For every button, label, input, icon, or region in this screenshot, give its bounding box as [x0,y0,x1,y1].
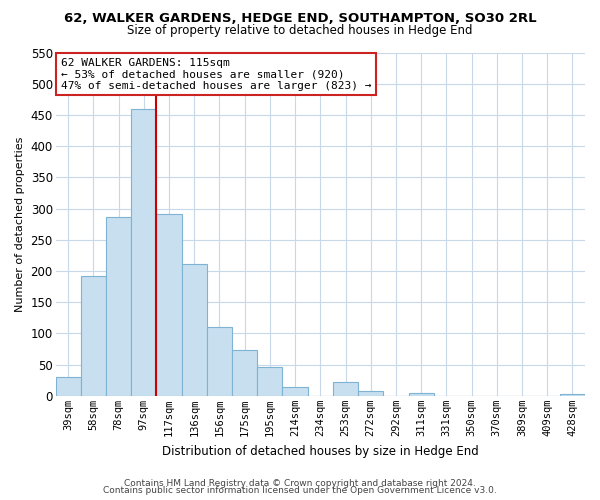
Bar [333,382,358,396]
Bar [81,276,106,396]
Bar [157,214,182,396]
Text: Size of property relative to detached houses in Hedge End: Size of property relative to detached ho… [127,24,473,37]
Bar [257,367,283,396]
Bar [560,394,585,396]
Bar [232,350,257,396]
Text: 62, WALKER GARDENS, HEDGE END, SOUTHAMPTON, SO30 2RL: 62, WALKER GARDENS, HEDGE END, SOUTHAMPT… [64,12,536,26]
Bar [283,387,308,396]
Bar [56,377,81,396]
Bar [358,391,383,396]
X-axis label: Distribution of detached houses by size in Hedge End: Distribution of detached houses by size … [162,444,479,458]
Bar [409,393,434,396]
Bar [131,110,157,396]
Text: 62 WALKER GARDENS: 115sqm
← 53% of detached houses are smaller (920)
47% of semi: 62 WALKER GARDENS: 115sqm ← 53% of detac… [61,58,371,91]
Bar [182,264,207,396]
Bar [207,327,232,396]
Bar [106,216,131,396]
Text: Contains HM Land Registry data © Crown copyright and database right 2024.: Contains HM Land Registry data © Crown c… [124,478,476,488]
Text: Contains public sector information licensed under the Open Government Licence v3: Contains public sector information licen… [103,486,497,495]
Y-axis label: Number of detached properties: Number of detached properties [15,136,25,312]
